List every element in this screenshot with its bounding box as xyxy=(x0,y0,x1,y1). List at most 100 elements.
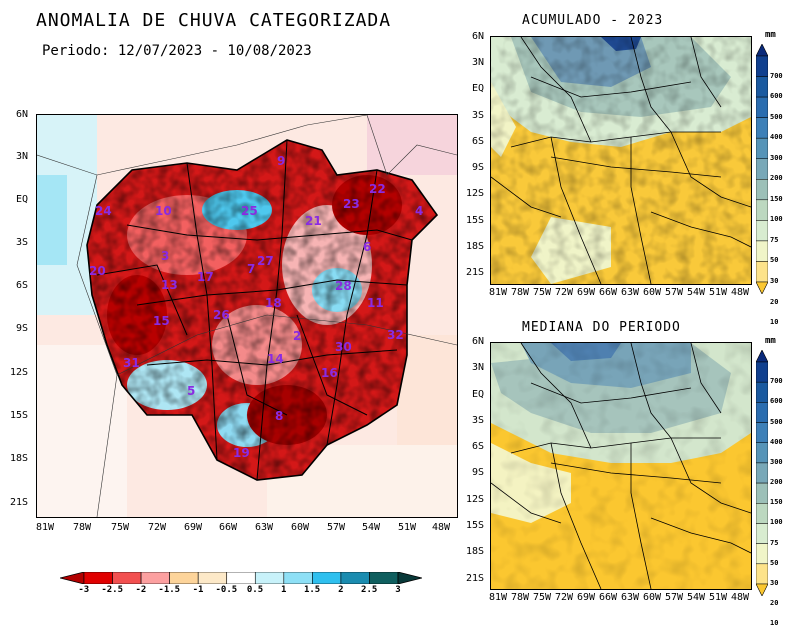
lon-tick: 54W xyxy=(687,287,706,298)
colorbar-segment xyxy=(756,44,768,57)
colorbar-label: 300 xyxy=(770,153,783,162)
colorbar-segment xyxy=(756,199,768,221)
lat-tick: EQ xyxy=(472,83,485,94)
lat-tick: 6S xyxy=(16,280,29,291)
basin-label-3: 3 xyxy=(161,249,169,263)
basin-label-24: 24 xyxy=(95,204,112,218)
lat-tick: 9S xyxy=(472,467,485,478)
basin-label-15: 15 xyxy=(153,314,170,328)
colorbar-segment xyxy=(756,503,768,524)
lon-tick: 48W xyxy=(731,287,750,298)
lon-tick: 78W xyxy=(73,522,92,533)
colorbar-label: 50 xyxy=(770,558,779,567)
mediana-colorbar: 700 600 500 400 300 200 150 100 75 50 30 20 10 xyxy=(756,350,800,627)
colorbar-segment xyxy=(112,572,142,584)
colorbar-segment xyxy=(312,572,342,584)
lat-tick: 6S xyxy=(472,441,485,452)
lat-tick: 21S xyxy=(466,267,485,278)
colorbar-segment xyxy=(283,572,313,584)
lat-tick: 15S xyxy=(466,215,485,226)
colorbar-segment xyxy=(756,422,768,443)
acumulado-lon-axis: 81W 78W 75W 72W 69W 66W 63W 60W 57W 54W … xyxy=(489,287,759,299)
basin-label-16: 16 xyxy=(321,366,338,380)
colorbar-segment xyxy=(756,261,768,283)
colorbar-segment xyxy=(756,117,768,139)
lon-tick: 66W xyxy=(219,522,238,533)
colorbar-label: 700 xyxy=(770,71,783,80)
basin-label-13: 13 xyxy=(161,278,178,292)
lat-tick: 3N xyxy=(16,151,29,162)
lat-tick: 3S xyxy=(16,237,29,248)
lat-tick: 18S xyxy=(10,453,29,464)
colorbar-label: 200 xyxy=(770,174,783,183)
acumulado-title: ACUMULADO - 2023 xyxy=(522,13,664,28)
basin-label-11: 11 xyxy=(367,296,384,310)
colorbar-label: -1 xyxy=(192,585,204,595)
colorbar-segment xyxy=(756,381,768,403)
colorbar-label: 10 xyxy=(770,619,779,627)
lon-tick: 66W xyxy=(599,287,618,298)
lon-tick: 78W xyxy=(511,287,530,298)
lat-tick: EQ xyxy=(472,389,485,400)
lon-tick: 63W xyxy=(255,522,274,533)
lat-tick: 6N xyxy=(16,109,29,120)
lat-tick: 15S xyxy=(466,520,485,531)
colorbar-label: 200 xyxy=(770,478,783,487)
colorbar-segment xyxy=(226,572,256,584)
basin-label-6: 6 xyxy=(363,240,371,254)
basin-label-22: 22 xyxy=(369,182,386,196)
colorbar-segment xyxy=(756,350,768,363)
lat-tick: 21S xyxy=(10,497,29,508)
basin-label-30: 30 xyxy=(335,340,352,354)
lat-tick: 3S xyxy=(472,110,485,121)
colorbar-segment xyxy=(140,572,170,584)
colorbar-segment xyxy=(756,361,768,383)
colorbar-label: 20 xyxy=(770,297,779,306)
basin-label-7: 7 xyxy=(247,262,255,276)
basin-label-19: 19 xyxy=(233,446,250,460)
colorbar-segment xyxy=(756,76,768,98)
lat-tick: 9S xyxy=(16,323,29,334)
colorbar-segment xyxy=(756,240,768,262)
colorbar-label: 600 xyxy=(770,92,783,101)
lon-tick: 48W xyxy=(432,522,451,533)
lon-tick: 72W xyxy=(555,592,574,603)
lon-tick: 75W xyxy=(533,592,552,603)
lat-tick: 21S xyxy=(466,573,485,584)
basin-label-4: 4 xyxy=(415,204,423,218)
colorbar-label: 3 xyxy=(395,585,401,595)
lat-tick: 6N xyxy=(472,31,485,42)
colorbar-segment xyxy=(756,179,768,201)
colorbar-segment xyxy=(60,572,85,584)
lon-tick: 51W xyxy=(709,287,728,298)
lon-tick: 51W xyxy=(398,522,417,533)
colorbar-label: 500 xyxy=(770,417,783,426)
colorbar-label: 150 xyxy=(770,194,783,203)
basin-label-23: 23 xyxy=(343,197,360,211)
colorbar-label: 1 xyxy=(281,585,287,595)
lon-tick: 54W xyxy=(687,592,706,603)
lon-tick: 72W xyxy=(148,522,167,533)
colorbar-label: 30 xyxy=(770,579,779,587)
lon-tick: 57W xyxy=(665,592,684,603)
lat-tick: 3N xyxy=(472,362,485,373)
basin-label-25: 25 xyxy=(241,204,258,218)
main-anomaly-map: 9 22 25 10 23 21 24 4 6 3 7 17 20 13 28 … xyxy=(36,114,458,518)
anomaly-colorbar: -3 -2.5 -2 -1.5 -1 -0.5 0.5 1 1.5 2 2.5 3 xyxy=(60,572,422,602)
lat-tick: 3N xyxy=(472,57,485,68)
colorbar-label: 1.5 xyxy=(303,585,321,595)
colorbar-segment xyxy=(254,572,285,584)
basin-label-20: 20 xyxy=(89,264,106,278)
lon-tick: 75W xyxy=(533,287,552,298)
lat-tick: 6N xyxy=(472,336,485,347)
colorbar-segment xyxy=(756,281,768,294)
colorbar-label: -3 xyxy=(78,585,90,595)
lon-tick: 78W xyxy=(511,592,530,603)
colorbar-label: 400 xyxy=(770,437,783,446)
colorbar-label: 500 xyxy=(770,112,783,121)
lon-tick: 75W xyxy=(111,522,130,533)
colorbar-label: 300 xyxy=(770,457,783,466)
lat-tick: 12S xyxy=(10,367,29,378)
colorbar-label: 10 xyxy=(770,318,779,327)
basin-label-10: 10 xyxy=(155,204,172,218)
